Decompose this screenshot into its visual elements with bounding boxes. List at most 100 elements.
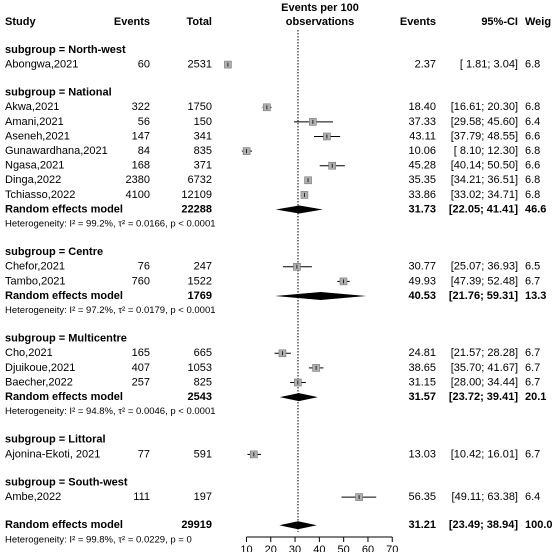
ci: [25.07; 36.93] [451,261,518,273]
weight: 6.7 [525,376,540,388]
estimate: 40.53 [408,290,436,302]
ci: [ 1.81; 3.04] [460,59,518,71]
estimate: 13.03 [408,448,436,460]
ci: [29.58; 45.60] [451,116,518,128]
overall-label: Random effects model [5,519,123,531]
x-tick-label: 10 [240,544,252,552]
col-plot: observations [286,16,354,28]
total: 1750 [188,101,212,113]
events: 56 [138,116,150,128]
study-label: Akwa,2021 [5,101,59,113]
estimate: 31.57 [408,391,436,403]
total: 591 [194,448,212,460]
group-label: subgroup = North-west [5,44,126,56]
weight: 6.4 [525,116,540,128]
weight: 6.8 [525,145,540,157]
pooled-label: Random effects model [5,391,123,403]
study-label: Tambo,2021 [5,275,66,287]
weight: 6.8 [525,174,540,186]
het-label: Heterogeneity: I² = 99.8%, τ² = 0.0229, … [5,534,192,545]
events: 322 [132,101,150,113]
estimate: 37.33 [408,116,436,128]
weight: 6.7 [525,362,540,374]
study-label: Abongwa,2021 [5,59,78,71]
total: 247 [194,261,212,273]
weight: 6.8 [525,101,540,113]
x-tick-label: 20 [265,544,277,552]
col-events: Events [114,16,150,28]
x-tick-label: 50 [338,544,350,552]
het-label: Heterogeneity: I² = 99.2%, τ² = 0.0166, … [5,219,216,230]
x-tick-label: 30 [289,544,301,552]
col-total: Total [187,16,212,28]
ci: [23.49; 38.94] [449,519,518,531]
study-label: Tchiasso,2022 [5,189,75,201]
study-label: Chefor,2021 [5,261,65,273]
x-tick-label: 70 [386,544,398,552]
total: 825 [194,376,212,388]
study-label: Aseneh,2021 [5,130,70,142]
total: 1522 [188,275,212,287]
ci: [33.02; 34.71] [451,189,518,201]
weight: 46.6 [525,203,546,215]
weight: 6.6 [525,160,540,172]
group-label: subgroup = Centre [5,246,103,258]
weight: 100.0 [525,519,553,531]
weight: 6.4 [525,491,540,503]
study-label: Gunawardhana,2021 [5,145,108,157]
estimate: 30.77 [408,261,436,273]
ci: [28.00; 34.44] [451,376,518,388]
total: 371 [194,160,212,172]
estimate: 49.93 [408,275,436,287]
events: 76 [138,261,150,273]
ci: [21.57; 28.28] [451,347,518,359]
ci: [ 8.10; 12.30] [454,145,518,157]
estimate: 33.86 [408,189,436,201]
pooled-diamond [275,205,323,214]
total: 2543 [188,391,212,403]
events: 84 [138,145,150,157]
events: 77 [138,448,150,460]
ci: [40.14; 50.50] [451,160,518,172]
weight: 13.3 [525,290,546,302]
ci: [22.05; 41.41] [449,203,518,215]
het-label: Heterogeneity: I² = 94.8%, τ² = 0.0046, … [5,406,216,417]
total: 197 [194,491,212,503]
weight: 20.1 [525,391,546,403]
estimate: 56.35 [408,491,436,503]
events: 147 [132,130,150,142]
study-label: Djuikoue,2021 [5,362,75,374]
study-label: Cho,2021 [5,347,53,359]
ci: [34.21; 36.51] [451,174,518,186]
total: 835 [194,145,212,157]
pooled-diamond [279,393,318,402]
weight: 6.7 [525,347,540,359]
weight: 6.6 [525,130,540,142]
x-tick-label: 40 [313,544,325,552]
events: 168 [132,160,150,172]
ci: [37.79; 48.55] [451,130,518,142]
weight: 6.7 [525,275,540,287]
pooled-label: Random effects model [5,290,123,302]
col-weight: Weig [525,16,551,28]
estimate: 18.40 [408,101,436,113]
col-events: Events [400,16,436,28]
total: 22288 [181,203,212,215]
total: 341 [194,130,212,142]
study-label: Amani,2021 [5,116,64,128]
group-label: subgroup = National [5,87,112,99]
group-label: subgroup = Multicentre [5,333,127,345]
ci: [21.76; 59.31] [449,290,518,302]
estimate: 35.35 [408,174,436,186]
events: 760 [132,275,150,287]
x-tick-label: 60 [362,544,374,552]
events: 60 [138,59,150,71]
estimate: 31.15 [408,376,436,388]
weight: 6.8 [525,189,540,201]
estimate: 31.21 [408,519,436,531]
ci: [49.11; 63.38] [452,491,518,503]
estimate: 10.06 [408,145,436,157]
study-label: Ambe,2022 [5,491,61,503]
ci: [23.72; 39.41] [449,391,518,403]
